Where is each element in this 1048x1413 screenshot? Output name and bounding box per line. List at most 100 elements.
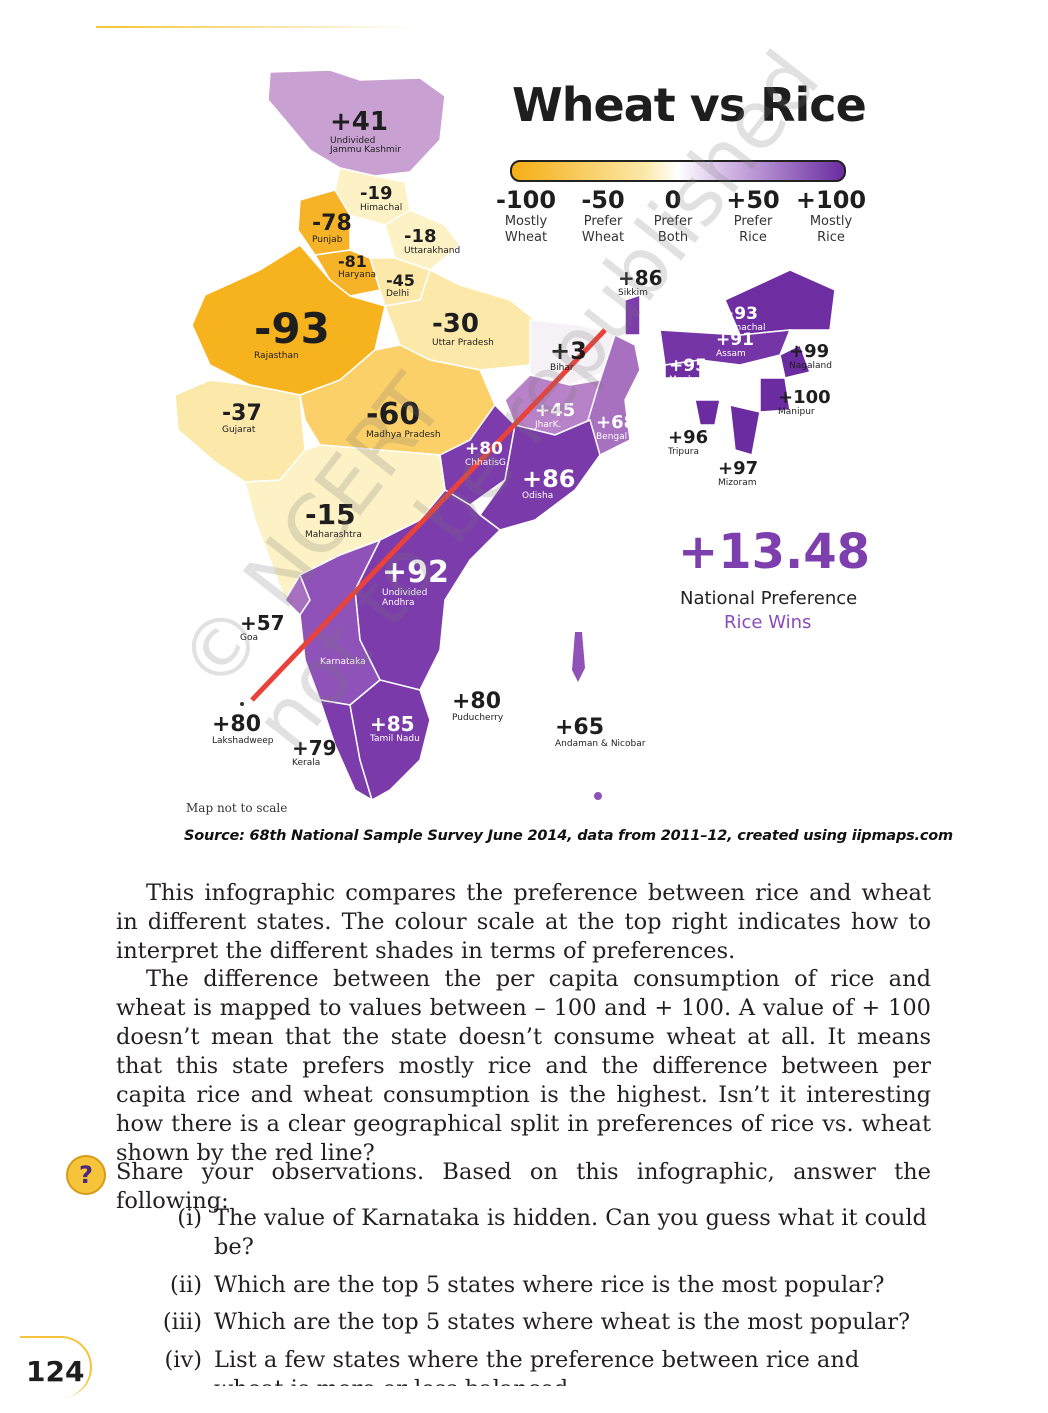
region-label: +80 Lakshadweep <box>212 712 274 747</box>
region-label: +86 Sikkim <box>618 267 663 299</box>
question-icon: ? <box>66 1155 106 1195</box>
paragraph-1: This infographic compares the preference… <box>116 880 931 964</box>
region-value: -81 <box>338 252 367 271</box>
region-label: Karnataka <box>320 657 366 668</box>
page-number: 124 <box>26 1355 85 1388</box>
region-value: +85 <box>370 712 415 736</box>
paragraph-2: The difference between the per capita co… <box>116 966 931 1166</box>
region-label: -18 Uttarakhand <box>404 227 460 257</box>
region-value: +80 <box>212 712 262 737</box>
region-label: +99 Nagaland <box>789 342 832 372</box>
region-value: -15 <box>305 498 356 531</box>
region-lakshadweep-dot <box>240 702 244 706</box>
scale-value: -100 <box>495 186 557 214</box>
region-label: +92 Undivided Andhra <box>382 556 449 609</box>
scale-item: -50 Prefer Wheat <box>563 186 643 246</box>
scale-desc: Wheat <box>504 230 548 245</box>
source-caption: Source: 68th National Sample Survey June… <box>184 828 953 844</box>
region-name: Delhi <box>386 288 410 299</box>
region-value: +45 <box>535 400 576 421</box>
scale-item: +100 Mostly Rice <box>791 186 871 246</box>
region-label: +68 Bengal <box>596 413 636 443</box>
region-value: +3 <box>550 337 587 365</box>
region-value: -37 <box>222 401 262 426</box>
region-name: Lakshadweep <box>212 736 274 747</box>
region-label: +100 Manipur <box>778 388 831 418</box>
region-value: +93 <box>720 304 758 324</box>
region-name: Jammu Kashmir <box>330 145 401 156</box>
region-name: Andaman & Nicobar <box>555 739 646 750</box>
scale-desc: Rice <box>817 230 845 245</box>
region-name: JharK. <box>535 419 562 430</box>
region-label: +93 Arunachal <box>720 305 765 334</box>
region-value: +80 <box>465 439 503 459</box>
question-text: The value of Karnataka is hidden. Can yo… <box>214 1205 927 1260</box>
region-value: -93 <box>254 304 330 353</box>
header-rule <box>96 26 416 28</box>
scale-desc: Rice <box>739 230 767 245</box>
region-value: +86 <box>522 465 576 493</box>
region-andaman-dot <box>594 792 602 800</box>
region-name: Meghalaya <box>669 374 719 385</box>
question-text: Which are the top 5 states where wheat i… <box>214 1309 911 1335</box>
region-label: +80 ChhatisG. <box>465 440 509 469</box>
region-label: +45 JharK. <box>535 401 575 431</box>
question-text: List a few states where the preference b… <box>214 1347 860 1386</box>
region-value: +97 <box>718 458 759 479</box>
region-value: +95 <box>669 356 707 376</box>
divider-line <box>250 328 607 702</box>
scale-desc: Both <box>657 230 689 245</box>
scale-item: 0 Prefer Both <box>633 186 713 246</box>
region-value: +41 <box>330 107 388 137</box>
region-label: -30 Uttar Pradesh <box>432 310 494 348</box>
region-value: +65 <box>555 715 605 740</box>
region-label: -37 Gujarat <box>222 401 262 436</box>
region-name: Rajasthan <box>254 351 299 362</box>
region-tamil-nadu <box>349 679 431 802</box>
region-label: +91 Assam <box>716 331 754 360</box>
region-value: +92 <box>382 555 449 590</box>
region-label: -81 Haryana <box>338 253 376 280</box>
scale-desc: Mostly <box>504 214 548 229</box>
question-number: (i) <box>177 1205 202 1231</box>
region-name: Himachal <box>360 202 403 213</box>
national-value: +13.48 <box>678 524 871 580</box>
question-intro: Share your observations. Based on this i… <box>116 1159 931 1214</box>
region-label: +41 Undivided Jammu Kashmir <box>330 108 401 156</box>
region-andaman-nicobar <box>572 632 585 682</box>
region-label: +85 Tamil Nadu <box>370 713 420 745</box>
region-value: +100 <box>778 387 831 408</box>
region-name: Manipur <box>778 406 815 417</box>
scale-desc: Wheat <box>581 230 625 245</box>
region-jammu-kashmir <box>267 69 446 177</box>
question-number: (iv) <box>164 1347 202 1373</box>
scale-item: +50 Prefer Rice <box>713 186 793 246</box>
region-value: -45 <box>386 271 415 290</box>
region-value: -19 <box>360 183 393 204</box>
region-tripura <box>694 399 721 426</box>
page-number-arc <box>20 1336 92 1398</box>
region-name: Karnataka <box>320 657 366 667</box>
region-mizoram <box>729 404 761 456</box>
national-label: National Preference <box>680 588 858 609</box>
region-name: Undivided <box>330 135 376 146</box>
india-map <box>174 69 836 802</box>
region-label: +96 Tripura <box>668 428 708 458</box>
scale-value: -50 <box>581 186 625 214</box>
region-label: +57 Goa <box>240 612 285 644</box>
region-label: +95 Meghalaya <box>669 357 718 386</box>
region-name: Uttar Pradesh <box>432 337 494 348</box>
map-note: Map not to scale <box>186 801 288 815</box>
region-value: +79 <box>292 736 337 760</box>
region-name: Andhra <box>382 597 415 608</box>
region-name: Odisha <box>522 491 554 502</box>
region-name: Madhya Pradesh <box>366 430 441 440</box>
question-number: (ii) <box>170 1272 202 1298</box>
region-name: Bengal <box>596 431 628 442</box>
region-value: +96 <box>668 427 709 448</box>
region-label: +86 Odisha <box>522 466 576 502</box>
region-label: +80 Puducherry <box>452 689 503 724</box>
region-name: Undivided <box>382 588 428 598</box>
region-label: -19 Himachal <box>360 184 402 214</box>
region-value: -60 <box>366 397 421 432</box>
